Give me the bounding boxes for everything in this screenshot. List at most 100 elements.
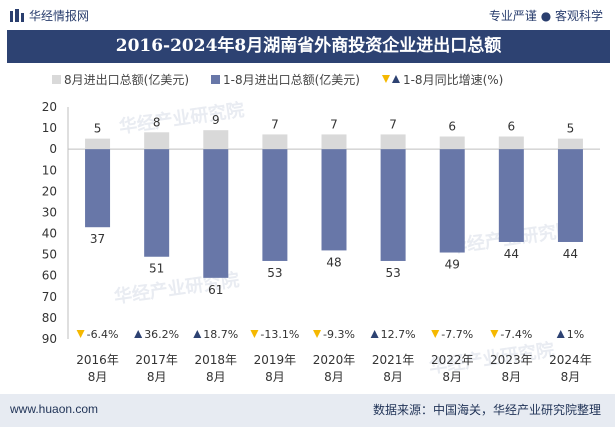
aug-bar xyxy=(321,134,347,150)
aug-bar-value: 5 xyxy=(567,122,575,136)
growth-down-triangle-icon xyxy=(431,330,440,338)
aug-bar-value: 6 xyxy=(508,120,516,134)
y-tick-label: 0 xyxy=(49,142,57,156)
chart-title: 2016-2024年8月湖南省外商投资企业进出口总额 xyxy=(115,36,502,56)
growth-label: 1% xyxy=(567,328,584,341)
x-tick-label: 8月 xyxy=(383,370,403,384)
y-tick-label: 40 xyxy=(42,227,57,241)
aug-bar-value: 7 xyxy=(389,117,397,131)
y-tick-label: 10 xyxy=(42,121,57,135)
x-tick-label: 8月 xyxy=(147,370,167,384)
x-tick-label: 8月 xyxy=(265,370,285,384)
aug-bar xyxy=(85,138,111,150)
chart: 华经产业研究院华经产业研究院华经产业研究院华经产业研究院8月进出口总额(亿美元)… xyxy=(42,72,600,384)
legend-label: 1-8月进出口总额(亿美元) xyxy=(223,72,360,87)
cum-bar-value: 37 xyxy=(90,232,105,246)
x-tick-label: 8月 xyxy=(206,370,226,384)
y-tick-label: 10 xyxy=(42,163,57,177)
x-tick-label: 2022年 xyxy=(431,353,474,367)
growth-label: 18.7% xyxy=(203,328,238,341)
x-tick-label: 2021年 xyxy=(372,353,415,367)
tagline: 专业严谨 ● 客观科学 xyxy=(488,9,603,23)
legend-swatch xyxy=(211,75,220,84)
aug-bar xyxy=(498,136,524,150)
aug-bar-value: 7 xyxy=(330,117,338,131)
growth-down-triangle-icon xyxy=(250,330,259,338)
y-tick-label: 70 xyxy=(42,290,57,304)
y-tick-label: 20 xyxy=(42,184,57,198)
top-bar: 华经情报网 专业严谨 ● 客观科学 xyxy=(0,0,615,30)
x-tick-label: 8月 xyxy=(561,370,581,384)
y-tick-label: 80 xyxy=(42,311,57,325)
cum-bar-value: 53 xyxy=(385,266,400,280)
legend-down-triangle-icon xyxy=(381,75,390,83)
y-tick-label: 50 xyxy=(42,248,57,262)
x-tick-label: 2024年 xyxy=(549,353,592,367)
cum-bar-value: 48 xyxy=(326,255,341,269)
aug-bar xyxy=(262,134,288,150)
brand-name: 华经情报网 xyxy=(29,9,90,23)
x-tick-label: 2016年 xyxy=(76,353,119,367)
cum-bar xyxy=(203,149,229,278)
cum-bar-value: 44 xyxy=(563,247,578,261)
x-tick-label: 2023年 xyxy=(490,353,533,367)
aug-bar xyxy=(380,134,406,150)
legend-label: 8月进出口总额(亿美元) xyxy=(64,72,189,87)
growth-label: -6.4% xyxy=(87,328,119,341)
cum-bar-value: 44 xyxy=(504,247,519,261)
cum-bar xyxy=(262,149,288,261)
cum-bar xyxy=(498,149,524,242)
growth-label: 36.2% xyxy=(144,328,179,341)
cum-bar-value: 53 xyxy=(267,266,282,280)
legend-up-triangle-icon xyxy=(391,75,400,83)
aug-bar xyxy=(144,132,170,150)
growth-up-triangle-icon xyxy=(134,330,143,338)
x-tick-label: 8月 xyxy=(502,370,522,384)
x-tick-label: 2017年 xyxy=(135,353,178,367)
aug-bar-value: 8 xyxy=(153,115,161,129)
x-tick-label: 8月 xyxy=(88,370,108,384)
x-tick-label: 2020年 xyxy=(313,353,356,367)
cum-bar xyxy=(321,149,347,251)
y-tick-label: 30 xyxy=(42,205,57,219)
aug-bar xyxy=(439,136,465,150)
x-tick-label: 8月 xyxy=(442,370,462,384)
aug-bar xyxy=(203,130,229,150)
growth-label: -13.1% xyxy=(260,328,299,341)
growth-down-triangle-icon xyxy=(490,330,499,338)
aug-bar-value: 6 xyxy=(448,120,456,134)
x-tick-label: 8月 xyxy=(324,370,344,384)
growth-up-triangle-icon xyxy=(193,330,202,338)
x-tick-label: 2018年 xyxy=(195,353,238,367)
growth-label: 12.7% xyxy=(381,328,416,341)
cum-bar-value: 49 xyxy=(445,258,460,272)
cum-bar-value: 51 xyxy=(149,262,164,276)
cum-bar xyxy=(557,149,583,242)
aug-bar-value: 5 xyxy=(94,122,102,136)
cum-bar xyxy=(439,149,465,253)
cum-bar xyxy=(144,149,170,257)
growth-down-triangle-icon xyxy=(313,330,322,338)
cum-bar xyxy=(380,149,406,261)
growth-down-triangle-icon xyxy=(76,330,85,338)
y-tick-label: 20 xyxy=(42,100,57,114)
brand-logo-icon xyxy=(10,9,24,22)
aug-bar-value: 7 xyxy=(271,117,279,131)
growth-up-triangle-icon xyxy=(370,330,379,338)
legend-label: 1-8月同比增速(%) xyxy=(403,73,503,87)
y-tick-label: 90 xyxy=(42,332,57,346)
title-bar: 2016-2024年8月湖南省外商投资企业进出口总额 xyxy=(7,30,610,63)
growth-label: -9.3% xyxy=(323,328,355,341)
cum-bar-value: 61 xyxy=(208,283,223,297)
data-source: 数据来源：中国海关，华经产业研究院整理 xyxy=(372,403,601,417)
footer-url[interactable]: www.huaon.com xyxy=(10,402,99,416)
cum-bar xyxy=(85,149,111,228)
footer: www.huaon.com 数据来源：中国海关，华经产业研究院整理 xyxy=(0,394,615,427)
x-tick-label: 2019年 xyxy=(254,353,297,367)
aug-bar xyxy=(557,138,583,150)
growth-label: -7.4% xyxy=(500,328,532,341)
aug-bar-value: 9 xyxy=(212,113,220,127)
legend-swatch xyxy=(52,75,61,84)
y-tick-label: 60 xyxy=(42,269,57,283)
growth-label: -7.7% xyxy=(441,328,473,341)
